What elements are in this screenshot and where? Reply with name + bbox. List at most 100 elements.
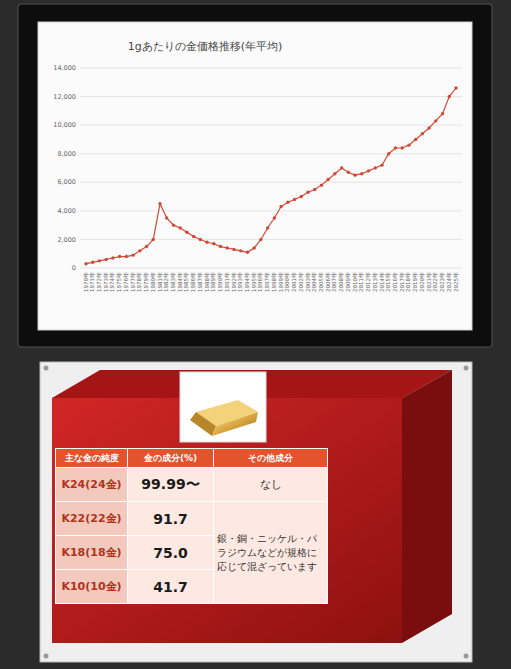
- price-point: [347, 171, 350, 174]
- x-tick-label: 2017年: [399, 272, 405, 292]
- grid-line: [80, 153, 462, 154]
- price-point: [145, 245, 148, 248]
- x-tick-label: 1981年: [157, 272, 163, 292]
- x-tick-label: 1977年: [130, 272, 136, 292]
- price-point: [333, 172, 336, 175]
- y-axis: 02,0004,0006,0008,00010,00012,00014,000: [53, 64, 462, 272]
- x-tick-label: 1978年: [136, 272, 142, 292]
- x-tick-label: 2004年: [311, 272, 317, 292]
- wall: [0, 0, 511, 669]
- x-tick-label: 1989年: [210, 272, 216, 292]
- price-point: [259, 238, 262, 241]
- price-point: [192, 235, 195, 238]
- table-row: K24(24金)99.99〜なし: [56, 468, 328, 502]
- x-tick-label: 1990年: [217, 272, 223, 292]
- price-point: [158, 202, 161, 205]
- price-point: [306, 191, 309, 194]
- x-tick-label: 1992年: [231, 272, 237, 292]
- screw: [464, 654, 469, 659]
- price-point: [104, 258, 107, 261]
- box-side: [402, 370, 452, 643]
- screw: [44, 366, 49, 371]
- price-point: [279, 205, 282, 208]
- price-point: [232, 248, 235, 251]
- x-tick-label: 2007年: [331, 272, 337, 292]
- price-point: [152, 238, 155, 241]
- board: [40, 362, 472, 662]
- x-tick-label: 2019年: [412, 272, 418, 292]
- price-point: [111, 256, 114, 259]
- price-point: [421, 132, 424, 135]
- x-tick-label: 1993年: [237, 272, 243, 292]
- x-tick-label: 1980年: [150, 272, 156, 292]
- x-tick-label: 2014年: [379, 272, 385, 292]
- x-tick-label: 2010年: [352, 272, 358, 292]
- price-point: [394, 146, 397, 149]
- x-tick-label: 2022年: [432, 272, 438, 292]
- stage: 1gあたりの金価格推移(年平均)02,0004,0006,0008,00010,…: [0, 0, 511, 669]
- frame: [18, 4, 492, 347]
- price-point: [172, 223, 175, 226]
- price-point: [441, 112, 444, 115]
- x-tick-label: 2005年: [318, 272, 324, 292]
- purity-cell: K18(18金): [56, 536, 128, 570]
- gold-side: [190, 412, 216, 436]
- shared-other-cell: 銀・銅・ニッケル・パラジウムなどが規格に応じて混ざっています: [214, 502, 328, 604]
- x-tick-label: 1998年: [271, 272, 277, 292]
- price-point: [313, 188, 316, 191]
- purity-cell: K24(24金): [56, 468, 128, 502]
- chart-title: 1gあたりの金価格推移(年平均): [128, 40, 283, 53]
- price-point: [326, 178, 329, 181]
- purity-cell: K22(22金): [56, 502, 128, 536]
- y-tick-label: 14,000: [53, 64, 76, 72]
- price-point: [387, 152, 390, 155]
- price-point: [91, 261, 94, 264]
- table-row: K22(22金)91.7銀・銅・ニッケル・パラジウムなどが規格に応じて混ざってい…: [56, 502, 328, 536]
- price-point: [414, 138, 417, 141]
- price-point: [239, 249, 242, 252]
- x-tick-label: 1971年: [89, 272, 95, 292]
- price-point: [407, 143, 410, 146]
- x-tick-label: 1970年: [83, 272, 89, 292]
- price-point: [131, 253, 134, 256]
- price-point: [118, 255, 121, 258]
- price-point: [340, 166, 343, 169]
- x-tick-label: 2009年: [345, 272, 351, 292]
- other-cell: なし: [214, 468, 328, 502]
- grid-line: [80, 125, 462, 126]
- price-point: [252, 246, 255, 249]
- grid-line: [80, 210, 462, 211]
- table-body: 主な金の純度金の成分(%)その他成分K24(24金)99.99〜なしK22(22…: [56, 449, 328, 604]
- screw: [464, 366, 469, 371]
- x-tick-label: 2003年: [305, 272, 311, 292]
- price-point: [266, 226, 269, 229]
- price-point: [427, 126, 430, 129]
- y-tick-label: 4,000: [57, 207, 76, 215]
- x-tick-label: 1999年: [278, 272, 284, 292]
- y-tick-label: 6,000: [57, 178, 76, 186]
- x-tick-label: 1975年: [116, 272, 122, 292]
- grid-line: [80, 68, 462, 69]
- x-tick-label: 2008年: [338, 272, 344, 292]
- price-point: [286, 201, 289, 204]
- price-point: [178, 226, 181, 229]
- price-point: [125, 255, 128, 258]
- gold-share-cell: 41.7: [128, 570, 214, 604]
- price-point: [84, 262, 87, 265]
- price-point: [212, 242, 215, 245]
- price-point: [353, 173, 356, 176]
- icon-frame: [180, 372, 266, 442]
- x-tick-label: 2006年: [325, 272, 331, 292]
- x-tick-label: 1983年: [170, 272, 176, 292]
- x-tick-label: 1974年: [109, 272, 115, 292]
- x-axis: 1970年1971年1972年1973年1974年1975年1976年1977年…: [83, 272, 459, 292]
- grid-line: [80, 268, 462, 269]
- price-point: [360, 172, 363, 175]
- x-tick-label: 2018年: [405, 272, 411, 292]
- x-tick-label: 2001年: [291, 272, 297, 292]
- x-tick-label: 1986年: [190, 272, 196, 292]
- price-point: [219, 245, 222, 248]
- price-point: [246, 251, 249, 254]
- x-tick-label: 2013年: [372, 272, 378, 292]
- price-point: [448, 95, 451, 98]
